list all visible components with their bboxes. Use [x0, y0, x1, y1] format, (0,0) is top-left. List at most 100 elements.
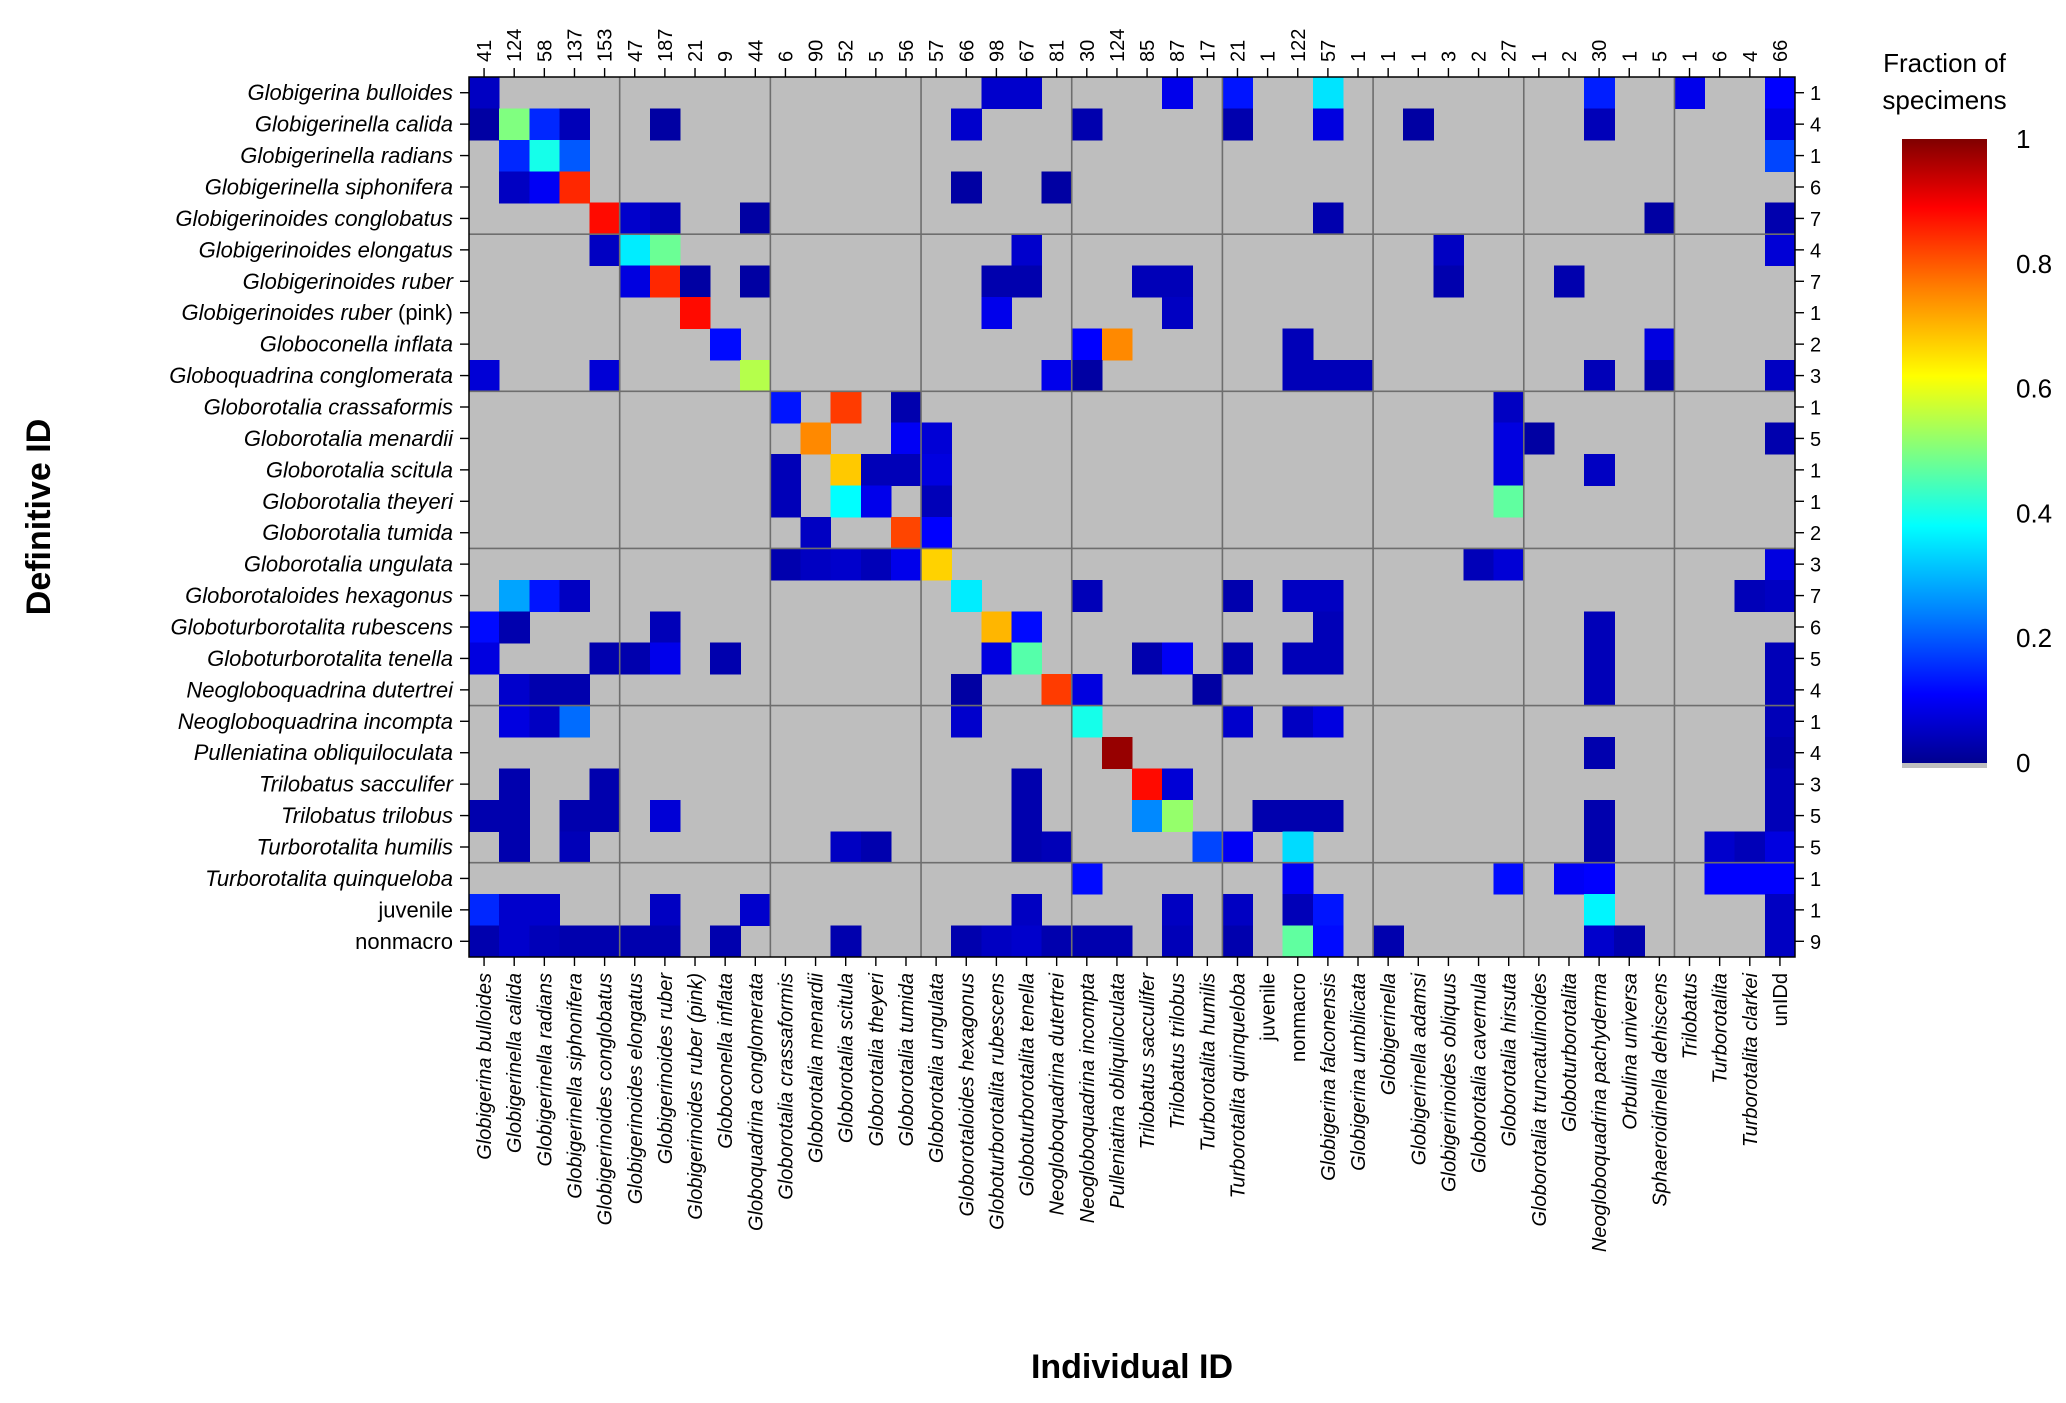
row-label: Globoturborotalita tenella: [207, 646, 453, 671]
column-count: 122: [1288, 29, 1310, 62]
heatmap-cell: [1222, 925, 1254, 958]
heatmap-cell: [1644, 328, 1676, 361]
heatmap-cell: [1764, 359, 1796, 392]
row-counts: 1 4 1 6 7 4 7 1 2 3 1 5 1 1 2 3 7 6 5 4 1 4 3 5 5 1 1 9: [1810, 83, 1821, 954]
column-count: 5: [1649, 51, 1671, 62]
heatmap-cell: [1764, 234, 1796, 267]
heatmap-cell: [1011, 799, 1043, 832]
heatmap-cell: [529, 705, 561, 738]
column-label: Globoturborotalita tenella: [1017, 973, 1039, 1196]
heatmap-cell: [1011, 611, 1043, 644]
column-count: 4: [1740, 51, 1762, 62]
heatmap-cell: [1071, 925, 1103, 958]
heatmap-cell: [469, 925, 500, 958]
heatmap-cell: [1101, 925, 1133, 958]
column-label: Neogloboquadrina pachyderma: [1589, 973, 1611, 1252]
column-count: 1: [1348, 51, 1370, 62]
heatmap-cell: [951, 674, 982, 707]
legend-tick-labels: 0 0.2 0.4 0.6 0.8 1: [2016, 124, 2052, 778]
heatmap-cell: [1162, 799, 1193, 832]
row-count: 1: [1810, 460, 1821, 482]
heatmap-cell: [1493, 454, 1525, 487]
heatmap-cell: [1493, 485, 1525, 518]
heatmap-cell: [1011, 894, 1043, 927]
row-count: 1: [1810, 83, 1821, 105]
heatmap-cell: [589, 768, 621, 801]
heatmap-cell: [589, 359, 621, 392]
column-label: Globorotalia truncatulinoides: [1529, 973, 1551, 1227]
column-count: 41: [474, 40, 496, 62]
heatmap-cell: [1584, 454, 1615, 487]
heatmap-cell: [499, 705, 530, 738]
row-label: Globigerinoides ruber: [243, 269, 455, 294]
heatmap-cell: [710, 925, 741, 958]
heatmap-cell: [1764, 108, 1796, 141]
heatmap-cell: [499, 799, 530, 832]
heatmap-cell: [1282, 705, 1314, 738]
column-count: 98: [986, 40, 1008, 62]
heatmap-cell: [1312, 611, 1344, 644]
column-count: 17: [1197, 40, 1219, 62]
column-label: Pulleniatina obliquiloculata: [1107, 973, 1129, 1209]
row-count: 1: [1810, 492, 1821, 514]
column-count: 67: [1017, 40, 1039, 62]
heatmap-cell: [921, 548, 952, 581]
row-count: 1: [1810, 869, 1821, 891]
row-label: Globoquadrina conglomerata: [169, 363, 453, 388]
heatmap-cell: [740, 894, 771, 927]
column-label: Globorotalia tumida: [896, 973, 918, 1146]
heatmap-cell: [740, 359, 771, 392]
column-count: 1: [1619, 51, 1641, 62]
column-count: 30: [1589, 40, 1611, 62]
heatmap-cell: [1764, 799, 1796, 832]
heatmap-cell: [1041, 359, 1073, 392]
heatmap-cell: [921, 517, 952, 550]
heatmap-cell: [951, 925, 982, 958]
heatmap-cell: [921, 454, 952, 487]
legend-tick-label: 0.4: [2016, 498, 2052, 528]
heatmap-cell: [1162, 297, 1193, 330]
heatmap-cell: [1312, 705, 1344, 738]
heatmap-cell: [1584, 799, 1615, 832]
column-label: Globorotalia crassaformis: [775, 973, 797, 1200]
row-label: Globigerinoides elongatus: [199, 237, 453, 262]
heatmap-cell: [921, 485, 952, 518]
column-count: 47: [625, 40, 647, 62]
heatmap-cell: [559, 139, 591, 172]
block-dividers: [469, 77, 1795, 957]
heatmap-cell: [860, 548, 892, 581]
row-count: 3: [1810, 555, 1821, 577]
column-label: Trilobatus sacculifer: [1137, 972, 1159, 1150]
column-count: 1: [1378, 51, 1400, 62]
row-label: Globigerina bulloides: [248, 80, 453, 105]
row-count: 5: [1810, 838, 1821, 860]
legend-tick-label: 0.2: [2016, 623, 2052, 653]
heatmap-cell: [830, 925, 862, 958]
column-count: 21: [1227, 40, 1249, 62]
heatmap-cell: [1342, 359, 1374, 392]
row-count: 5: [1810, 649, 1821, 671]
y-axis-title: Definitive ID: [20, 419, 58, 615]
heatmap-cell: [890, 517, 922, 550]
column-label: Globigerina bulloides: [474, 973, 496, 1160]
row-count: 5: [1810, 806, 1821, 828]
heatmap-cell: [981, 265, 1013, 298]
heatmap-cell: [1764, 768, 1796, 801]
heatmap-cell: [800, 548, 832, 581]
column-count: 85: [1137, 40, 1159, 62]
row-count: 3: [1810, 775, 1821, 797]
heatmap-cell: [559, 108, 591, 141]
heatmap-cell: [1222, 894, 1254, 927]
row-label: juvenile: [377, 897, 453, 922]
heatmap-cell: [740, 265, 771, 298]
column-count: 57: [926, 40, 948, 62]
heatmap-cell: [679, 265, 711, 298]
heatmap-cell: [499, 171, 530, 204]
row-label: Neogloboquadrina dutertrei: [186, 677, 454, 702]
heatmap-cell: [1312, 202, 1344, 235]
heatmap-cell: [1282, 642, 1314, 675]
row-labels: Globigerina bulloides Globigerinella cali…: [169, 80, 454, 954]
column-count: 1: [1680, 51, 1702, 62]
heatmap-cell: [1764, 737, 1796, 770]
column-count: 30: [1077, 40, 1099, 62]
